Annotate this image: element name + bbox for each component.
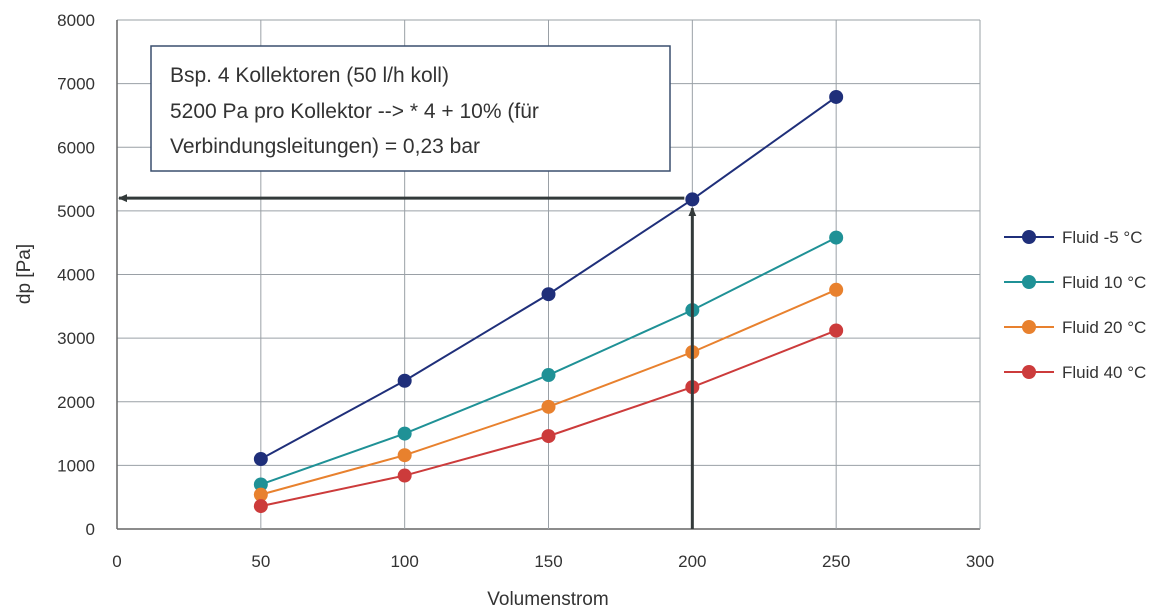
legend: Fluid -5 °C Fluid 10 °C Fluid 20 °C Fluid 4… <box>1004 228 1146 382</box>
y-tick-label: 2000 <box>57 393 95 412</box>
data-point <box>541 368 556 383</box>
data-point <box>253 499 268 514</box>
data-point <box>541 287 556 302</box>
y-axis-ticks: 0 1000 2000 3000 4000 5000 6000 7000 8000 <box>57 11 95 539</box>
data-point <box>253 477 268 492</box>
x-tick-label: 300 <box>966 552 994 571</box>
legend-marker <box>1022 365 1036 379</box>
y-tick-label: 6000 <box>57 138 95 157</box>
legend-label: Fluid 40 °C <box>1062 363 1146 382</box>
data-point <box>541 399 556 414</box>
data-point <box>829 230 844 245</box>
annotation-line-2: 5200 Pa pro Kollektor --> * 4 + 10% (für <box>170 100 539 123</box>
x-tick-label: 0 <box>112 552 121 571</box>
y-tick-label: 7000 <box>57 75 95 94</box>
data-point <box>397 426 412 441</box>
y-tick-label: 5000 <box>57 202 95 221</box>
y-tick-label: 4000 <box>57 266 95 285</box>
x-axis-title: Volumenstrom <box>487 589 608 610</box>
data-point <box>397 468 412 483</box>
annotation-line-1: Bsp. 4 Kollektoren (50 l/h koll) <box>170 64 449 87</box>
x-tick-label: 150 <box>534 552 562 571</box>
data-point <box>253 487 268 502</box>
y-tick-label: 8000 <box>57 11 95 30</box>
legend-label: Fluid 10 °C <box>1062 273 1146 292</box>
x-tick-label: 200 <box>678 552 706 571</box>
legend-label: Fluid -5 °C <box>1062 228 1142 247</box>
y-tick-label: 0 <box>86 520 95 539</box>
legend-marker <box>1022 275 1036 289</box>
x-tick-label: 100 <box>390 552 418 571</box>
legend-marker <box>1022 230 1036 244</box>
data-point <box>397 373 412 388</box>
data-point <box>541 429 556 444</box>
data-point <box>829 282 844 297</box>
legend-label: Fluid 20 °C <box>1062 318 1146 337</box>
data-point <box>829 89 844 104</box>
x-tick-label: 50 <box>251 552 270 571</box>
data-point <box>685 192 700 207</box>
y-axis-title: dp [Pa] <box>14 244 35 304</box>
x-tick-label: 250 <box>822 552 850 571</box>
y-tick-label: 3000 <box>57 329 95 348</box>
legend-marker <box>1022 320 1036 334</box>
data-point <box>829 323 844 338</box>
annotation-rect <box>150 45 671 172</box>
annotation-box: Bsp. 4 Kollektoren (50 l/h koll) 5200 Pa… <box>150 45 671 172</box>
annotation-line-3: Verbindungsleitungen) = 0,23 bar <box>170 135 480 158</box>
y-tick-label: 1000 <box>57 456 95 475</box>
series-group <box>253 89 844 514</box>
data-point <box>253 452 268 467</box>
data-point <box>397 448 412 463</box>
x-axis-ticks: 0 50 100 150 200 250 300 <box>112 552 994 571</box>
annotation-arrows <box>118 194 697 529</box>
